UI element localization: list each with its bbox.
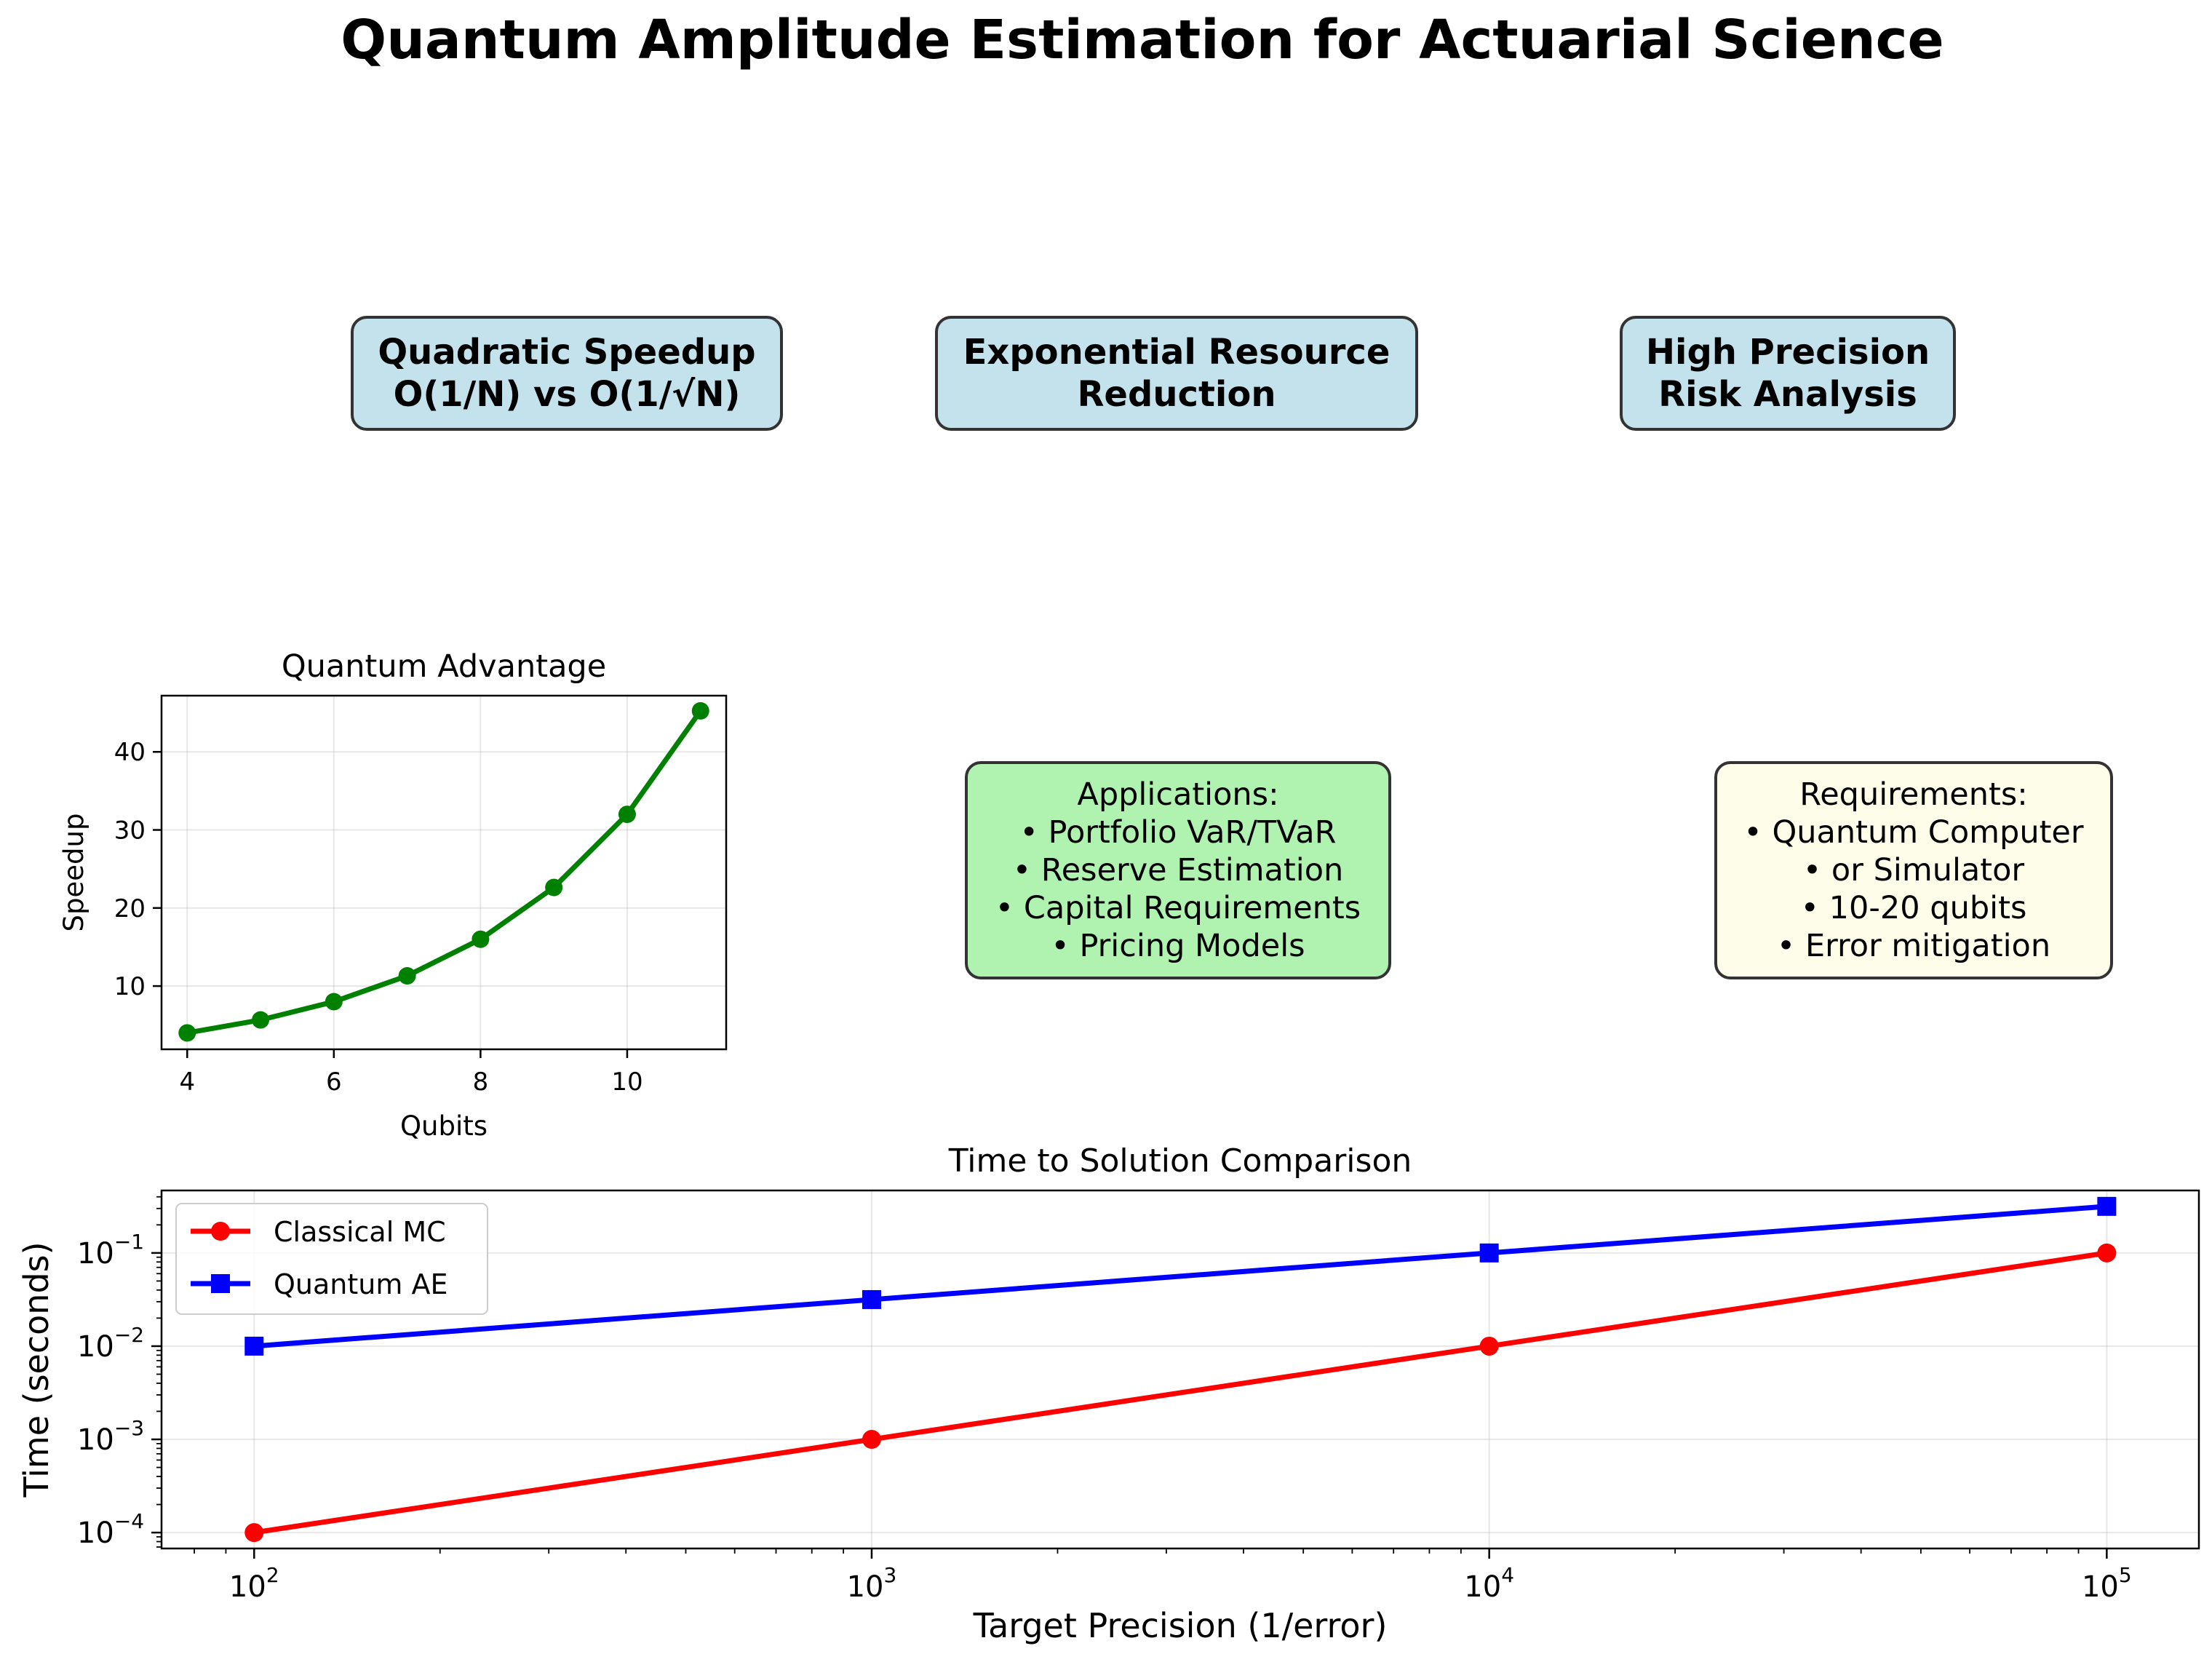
info-line: • or Simulator [1802, 852, 2025, 888]
info-line: • Reserve Estimation [1012, 852, 1344, 888]
series-point-classical-mc [2097, 1243, 2117, 1263]
x-tick-label: 103 [847, 1563, 897, 1604]
info-line: • 10-20 qubits [1800, 890, 2027, 926]
chart-title: Time to Solution Comparison [948, 1142, 1412, 1180]
highlight-line: Risk Analysis [1658, 374, 1917, 415]
x-tick-label: 6 [326, 1067, 342, 1097]
y-tick-label: 40 [114, 738, 146, 767]
chart-title: Quantum Advantage [282, 648, 606, 685]
speedup-point [472, 930, 490, 948]
legend-marker [211, 1222, 230, 1241]
legend-frame [175, 1203, 488, 1315]
info-line: • Error mitigation [1776, 928, 2051, 964]
x-tick-label: 105 [2082, 1563, 2132, 1604]
highlight-line: High Precision [1645, 332, 1930, 373]
series-point-classical-mc [244, 1523, 264, 1543]
x-tick-label: 10 [611, 1067, 642, 1097]
series-point-quantum-ae [244, 1336, 264, 1356]
series-line-classical-mc [253, 1250, 2107, 1535]
speedup-line [186, 709, 703, 1035]
plot-frame [160, 1189, 2200, 1550]
y-axis-label: Time (seconds) [17, 1241, 56, 1498]
series-point-classical-mc [862, 1430, 881, 1450]
highlight-box-resource-reduction: Exponential Resource Reduction [935, 316, 1418, 431]
speedup-point [545, 878, 563, 896]
x-axis-label: Qubits [400, 1110, 488, 1142]
x-tick-label: 104 [1464, 1563, 1514, 1604]
y-tick-label: 20 [114, 894, 146, 923]
speedup-point [178, 1024, 196, 1042]
x-tick-label: 102 [229, 1563, 279, 1604]
info-line: • Pricing Models [1051, 928, 1305, 964]
time-to-solution-chart: 102 103 104 105 10−4 10−3 10−2 10−1 Classical MC… [17, 1142, 2200, 1645]
y-tick-label: 10−3 [77, 1416, 144, 1457]
quantum-advantage-chart: 4 6 8 10 10 20 30 40 Quantum Advantage Qubits Spee… [58, 648, 728, 1142]
x-tick-label: 8 [473, 1067, 489, 1097]
legend: Classical MC Quantum AE [175, 1203, 488, 1315]
y-tick-label: 10 [114, 972, 146, 1001]
highlight-line: Quadratic Speedup [378, 332, 756, 373]
y-axis-label: Speedup [58, 814, 89, 932]
x-tick-label: 4 [179, 1067, 195, 1097]
series-point-quantum-ae [2097, 1196, 2117, 1216]
info-line: Requirements: [1799, 776, 2028, 813]
series-line-quantum-ae [254, 1204, 2107, 1349]
speedup-point [618, 806, 636, 824]
highlight-box-risk-analysis: High Precision Risk Analysis [1620, 316, 1956, 431]
speedup-point [252, 1011, 270, 1029]
y-tick-label: 10−4 [77, 1509, 144, 1550]
y-tick-label: 10−2 [77, 1323, 144, 1364]
speedup-point [691, 701, 709, 720]
series-point-quantum-ae [862, 1289, 881, 1309]
figure-title: Quantum Amplitude Estimation for Actuari… [341, 9, 1944, 71]
speedup-point [398, 967, 416, 985]
highlight-line: Reduction [1077, 374, 1276, 415]
applications-box: Applications: • Portfolio VaR/TVaR • Reser… [965, 761, 1391, 979]
info-line: • Portfolio VaR/TVaR [1019, 814, 1337, 851]
series-point-quantum-ae [1479, 1243, 1499, 1263]
series-point-classical-mc [1479, 1336, 1499, 1356]
highlight-box-quadratic-speedup: Quadratic Speedup O(1/N) vs O(1/√N) [351, 316, 783, 431]
highlight-line: Exponential Resource [963, 332, 1391, 373]
info-line: Applications: [1077, 776, 1279, 813]
x-axis-label: Target Precision (1/error) [973, 1606, 1388, 1645]
y-tick-label: 30 [114, 816, 146, 846]
highlight-line: O(1/N) vs O(1/√N) [393, 374, 741, 415]
plot-frame [160, 694, 728, 1051]
legend-marker [211, 1274, 230, 1293]
requirements-box: Requirements: • Quantum Computer • or Simu… [1714, 761, 2113, 979]
legend-label: Quantum AE [274, 1268, 447, 1300]
info-line: • Capital Requirements [995, 890, 1361, 926]
info-line: • Quantum Computer [1743, 814, 2084, 851]
legend-label: Classical MC [274, 1216, 446, 1248]
y-tick-label: 10−1 [77, 1230, 144, 1271]
speedup-point [325, 993, 343, 1011]
